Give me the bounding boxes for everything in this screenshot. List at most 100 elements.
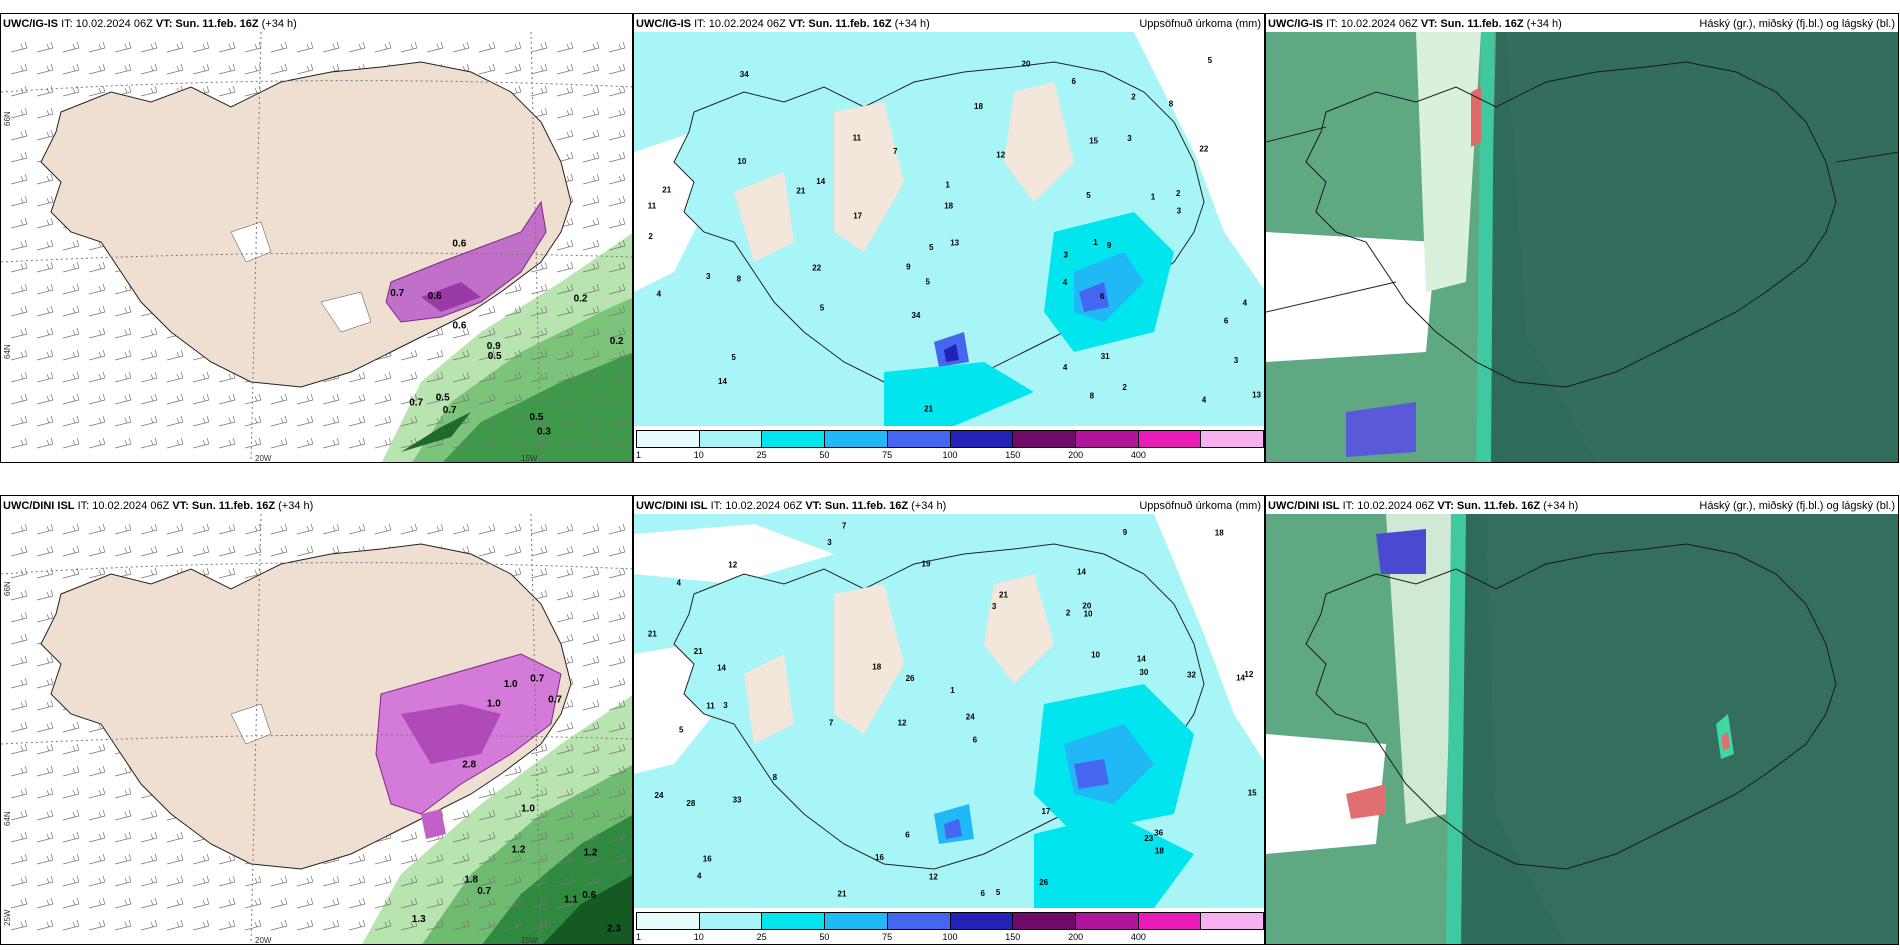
panel-title: UWC/IG-IS IT: 10.02.2024 06Z VT: Sun. 11… — [3, 18, 297, 30]
value-label: 1.0 — [504, 679, 518, 690]
cloud-title: Háský (gr.), miðský (fj.bl.) og lágský (… — [1699, 18, 1895, 30]
colorbar-swatch — [1138, 913, 1202, 929]
value-label: 21 — [838, 890, 847, 899]
colorbar-swatch — [1075, 431, 1139, 447]
value-label: 2 — [1122, 383, 1127, 392]
value-label: 1 — [1151, 193, 1156, 202]
value-label: 3 — [1177, 206, 1182, 215]
value-label: 5 — [929, 243, 934, 252]
value-label: 23 — [1144, 834, 1153, 843]
value-label: 13 — [1252, 390, 1261, 399]
colorbar-swatch — [699, 431, 763, 447]
value-label: 6 — [1224, 316, 1229, 325]
colorbar-label: 75 — [882, 932, 893, 942]
colorbar-label: 150 — [1005, 450, 1021, 460]
cloud-map — [1266, 514, 1898, 944]
value-label: 8 — [773, 773, 778, 782]
value-label: 19 — [922, 560, 931, 569]
value-label: 0.7 — [443, 405, 457, 416]
value-label: 21 — [694, 647, 703, 656]
panel-wind-snow-igis: UWC/IG-IS IT: 10.02.2024 06Z VT: Sun. 11… — [0, 13, 633, 463]
colorbar-label: 1 — [636, 450, 642, 460]
value-label: 12 — [728, 561, 737, 570]
value-label: 7 — [829, 718, 834, 727]
value-label: 2 — [1176, 189, 1181, 198]
value-label: 21 — [924, 404, 933, 413]
panel-clouds-dini: UWC/DINI ISL IT: 10.02.2024 06Z VT: Sun.… — [1265, 495, 1899, 945]
lon-label-25: 25W — [3, 909, 12, 926]
value-label: 12 — [996, 150, 1005, 159]
panel-title: UWC/IG-IS IT: 10.02.2024 06Z VT: Sun. 11… — [636, 18, 930, 30]
cloud-title: Háský (gr.), miðský (fj.bl.) og lágský (… — [1699, 500, 1895, 512]
precip-title: Uppsöfnuð úrkoma (mm) — [1139, 500, 1261, 512]
value-label: 18 — [872, 663, 881, 672]
value-label: 0.7 — [548, 695, 562, 706]
colorbar-label: 50 — [819, 932, 830, 942]
value-label: 3 — [1234, 356, 1239, 365]
value-label: 1.2 — [512, 844, 526, 855]
value-label: 17 — [853, 211, 862, 220]
colorbar-swatch — [637, 913, 700, 929]
value-label: 0.7 — [409, 397, 423, 408]
value-label: 5 — [996, 888, 1001, 897]
value-label: 20 — [1022, 59, 1031, 68]
value-label: 8 — [737, 274, 742, 283]
value-label: 5 — [1086, 191, 1091, 200]
panel-title: UWC/DINI ISL IT: 10.02.2024 06Z VT: Sun.… — [1268, 500, 1579, 512]
panel-precip-igis: UWC/IG-IS IT: 10.02.2024 06Z VT: Sun. 11… — [633, 13, 1265, 463]
value-label: 0.2 — [610, 336, 624, 347]
value-label: 1 — [945, 180, 950, 189]
value-label: 21 — [796, 187, 805, 196]
value-label: 1 — [1093, 238, 1098, 247]
value-label: 24 — [655, 791, 664, 800]
colorbar-swatch — [1013, 431, 1076, 447]
value-label: 11 — [706, 702, 715, 711]
value-label: 1.3 — [412, 914, 426, 925]
value-label: 7 — [893, 147, 898, 156]
value-label: 34 — [740, 70, 749, 79]
colorbar-swatch — [1013, 913, 1076, 929]
value-label: 15 — [1089, 137, 1098, 146]
panel-title: UWC/DINI ISL IT: 10.02.2024 06Z VT: Sun.… — [3, 500, 314, 512]
value-label: 0.5 — [436, 393, 450, 404]
lat-label-64: 64N — [3, 344, 12, 359]
colorbar-swatch — [825, 431, 888, 447]
value-label: 0.7 — [530, 674, 544, 685]
colorbar-label: 200 — [1068, 932, 1084, 942]
value-label: 14 — [816, 177, 825, 186]
value-label: 14 — [717, 663, 726, 672]
colorbar-swatch — [762, 431, 826, 447]
precip-colorbar — [636, 912, 1264, 930]
value-label: 9 — [1123, 528, 1128, 537]
value-label: 16 — [875, 853, 884, 862]
colorbar-swatch — [1138, 431, 1202, 447]
value-label: 0.7 — [477, 886, 491, 897]
value-label: 3 — [992, 602, 997, 611]
colorbar-swatch — [637, 431, 700, 447]
colorbar-swatch — [950, 431, 1014, 447]
value-label: 26 — [1039, 878, 1048, 887]
value-label: 0.3 — [537, 427, 551, 438]
value-label: 3 — [723, 701, 728, 710]
value-label: 9 — [1107, 241, 1112, 250]
value-label: 28 — [686, 799, 695, 808]
value-label: 5 — [1208, 56, 1213, 65]
value-label: 33 — [733, 796, 742, 805]
value-label: 2.3 — [607, 924, 621, 935]
value-label: 9 — [906, 262, 911, 271]
value-label: 4 — [657, 289, 662, 298]
precip-colorbar — [636, 430, 1264, 448]
lon-label-15: 15W — [521, 936, 538, 945]
colorbar-label: 200 — [1068, 450, 1084, 460]
value-label: 24 — [966, 712, 975, 721]
panel-clouds-igis: UWC/IG-IS IT: 10.02.2024 06Z VT: Sun. 11… — [1265, 13, 1899, 463]
value-label: 0.6 — [452, 239, 466, 250]
colorbar-swatch — [825, 913, 888, 929]
colorbar-swatch — [699, 913, 763, 929]
value-label: 14 — [718, 377, 727, 386]
lon-label-20: 20W — [255, 936, 272, 945]
cloud-map — [1266, 32, 1898, 462]
value-label: 5 — [820, 303, 825, 312]
panel-wind-snow-dini: UWC/DINI ISL IT: 10.02.2024 06Z VT: Sun.… — [0, 495, 633, 945]
